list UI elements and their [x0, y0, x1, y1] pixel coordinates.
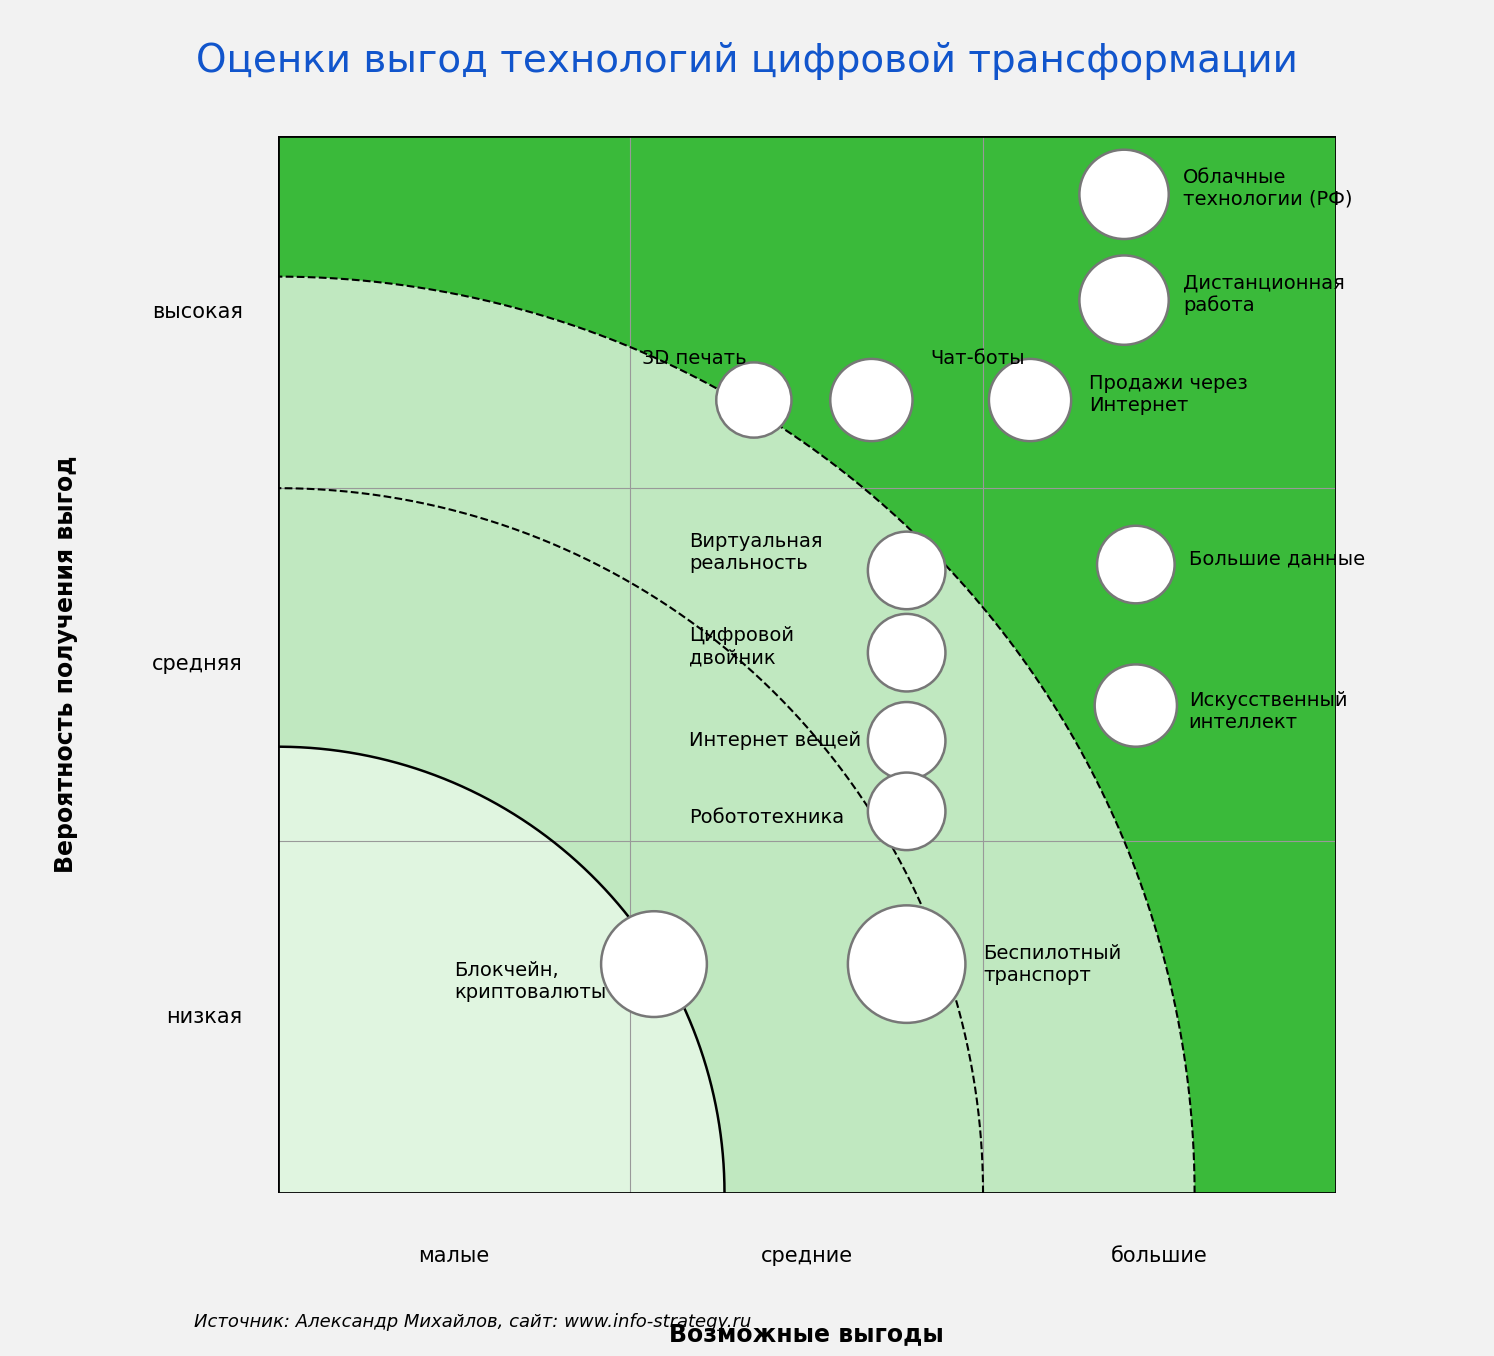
Text: средняя: средняя — [152, 655, 242, 674]
Text: Цифровой
двойник: Цифровой двойник — [689, 626, 795, 667]
Text: 3D печать: 3D печать — [642, 350, 747, 369]
Circle shape — [868, 773, 946, 850]
Circle shape — [868, 614, 946, 692]
Text: большие: большие — [1112, 1246, 1207, 1267]
Circle shape — [1079, 255, 1168, 344]
Circle shape — [716, 362, 792, 438]
Text: Большие данные: Большие данные — [1189, 549, 1366, 568]
Text: Виртуальная
реальность: Виртуальная реальность — [689, 533, 823, 574]
Text: Дистанционная
работа: Дистанционная работа — [1183, 274, 1345, 315]
Text: Интернет вещей: Интернет вещей — [689, 731, 862, 750]
Text: Робототехника: Робототехника — [689, 808, 844, 827]
Text: Беспилотный
транспорт: Беспилотный транспорт — [983, 944, 1122, 984]
Circle shape — [831, 359, 913, 441]
Text: Источник: Александр Михайлов, сайт: www.info-strategy.ru: Источник: Александр Михайлов, сайт: www.… — [194, 1313, 751, 1332]
Circle shape — [601, 911, 707, 1017]
Text: Оценки выгод технологий цифровой трансформации: Оценки выгод технологий цифровой трансфо… — [196, 42, 1298, 80]
Text: низкая: низкая — [166, 1008, 242, 1026]
Text: средние: средние — [760, 1246, 853, 1267]
Polygon shape — [278, 136, 1336, 1193]
Polygon shape — [278, 136, 1336, 1193]
Text: высокая: высокая — [152, 302, 242, 321]
Circle shape — [1079, 149, 1168, 239]
Text: Блокчейн,
криптовалюты: Блокчейн, криптовалюты — [454, 961, 607, 1002]
Circle shape — [849, 906, 965, 1022]
Circle shape — [868, 702, 946, 780]
Text: малые: малые — [418, 1246, 490, 1267]
Circle shape — [1097, 526, 1174, 603]
Text: Искусственный
интеллект: Искусственный интеллект — [1189, 692, 1348, 732]
Circle shape — [868, 532, 946, 609]
Text: Чат-боты: Чат-боты — [931, 350, 1025, 369]
Circle shape — [1095, 664, 1177, 747]
Text: Возможные выгоды: Возможные выгоды — [669, 1322, 944, 1347]
Text: Продажи через
Интернет: Продажи через Интернет — [1089, 374, 1247, 415]
Circle shape — [989, 359, 1071, 441]
Text: Облачные
технологии (РФ): Облачные технологии (РФ) — [1183, 168, 1352, 209]
Text: Вероятность получения выгод: Вероятность получения выгод — [54, 456, 78, 873]
